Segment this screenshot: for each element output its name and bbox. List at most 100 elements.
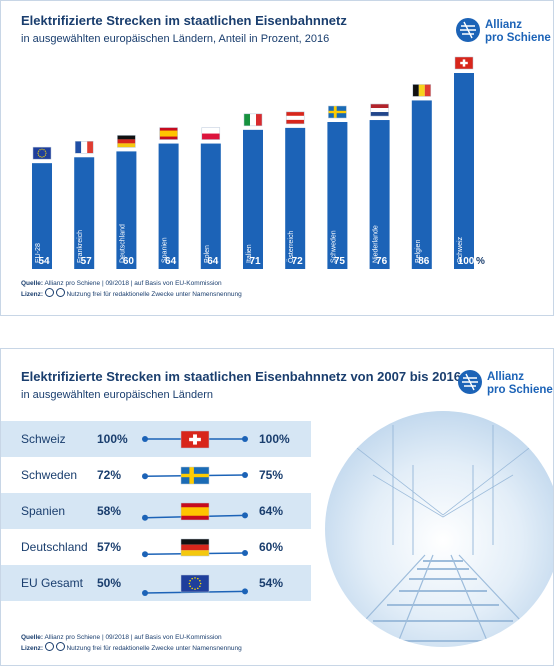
chart1-source-label: Quelle:	[21, 280, 44, 287]
flag-eu-icon	[32, 146, 52, 160]
flag-fr-icon	[74, 141, 94, 154]
flag-se-icon	[328, 105, 347, 119]
category-label: Italien	[246, 244, 253, 263]
value-label: 100	[458, 256, 475, 267]
chart2-license: Nutzung frei für redaktionelle Zwecke un…	[66, 645, 242, 652]
series-name: Deutschland	[21, 540, 88, 554]
value-label: 64	[207, 256, 219, 267]
flag-es-icon	[180, 502, 210, 521]
value-label: 71	[249, 256, 261, 267]
chart2-title: Elektrifizierte Strecken im staatlichen …	[21, 369, 462, 384]
value-2016: 60%	[259, 540, 283, 554]
flag-de-icon	[117, 135, 136, 148]
flag-se-icon	[180, 466, 210, 485]
value-2007: 72%	[97, 468, 121, 482]
cc-icon	[44, 288, 54, 297]
logo-icon	[458, 370, 482, 394]
chart2-source-label: Quelle:	[21, 634, 44, 641]
bar	[369, 120, 390, 269]
point-2007	[142, 590, 148, 596]
category-label: Belgien	[415, 240, 422, 263]
category-label: Niederlande	[373, 225, 380, 263]
flag-ch-icon	[180, 430, 210, 449]
slope-row: Schweden 72% 75%	[1, 457, 311, 493]
railway-illustration	[325, 411, 553, 647]
value-label: 60	[123, 256, 135, 267]
value-2016: 75%	[259, 468, 283, 482]
row-band	[1, 565, 311, 601]
brand-logo: Allianz pro Schiene	[455, 15, 553, 55]
category-label: Schweiz	[457, 236, 464, 263]
point-2016	[242, 588, 248, 595]
value-2007: 100%	[97, 432, 128, 446]
cc-icon	[44, 642, 54, 651]
point-2016	[242, 436, 248, 442]
slope-chart-panel: Elektrifizierte Strecken im staatlichen …	[0, 348, 554, 666]
point-2016	[242, 512, 248, 519]
flag-eu-icon	[180, 574, 210, 593]
flag-pl-icon	[201, 127, 221, 140]
category-label: Polen	[204, 245, 211, 263]
brand-line1: Allianz	[485, 19, 523, 31]
value-label: 57	[81, 256, 93, 267]
chart1-license-label: Lizenz:	[21, 291, 44, 298]
point-2016	[242, 550, 248, 556]
flag-ch-icon	[454, 56, 474, 70]
point-2016	[242, 472, 248, 478]
chart1-source: Allianz pro Schiene | 09/2018 | auf Basi…	[44, 280, 222, 287]
slope-chart: Schweiz 100% 100% Schweden 72% 75% Spanien 58% 6…	[1, 421, 311, 601]
flag-es-icon	[159, 127, 178, 140]
flag-be-icon	[412, 84, 432, 97]
slope-row: Schweiz 100% 100%	[1, 421, 311, 457]
slope-row: Deutschland 57% 60%	[1, 529, 311, 565]
category-label: Schweden	[330, 230, 337, 263]
series-name: Schweden	[21, 468, 77, 482]
brand-line1: Allianz	[487, 371, 525, 383]
chart2-source: Allianz pro Schiene | 09/2018 | auf Basi…	[44, 634, 222, 641]
flag-de-icon	[180, 538, 210, 557]
bar	[116, 151, 137, 269]
point-2007	[142, 514, 148, 521]
point-2007	[142, 473, 148, 480]
value-label: 76	[376, 256, 388, 267]
bar	[200, 143, 221, 269]
category-label: EU-28	[35, 243, 42, 263]
flag-it-icon	[243, 113, 263, 127]
bar	[285, 127, 306, 269]
chart2-footer: Quelle: Allianz pro Schiene | 09/2018 | …	[21, 633, 242, 653]
row-band	[1, 457, 311, 493]
value-2007: 57%	[97, 540, 121, 554]
bar	[327, 122, 348, 269]
percent-sign: %	[476, 256, 485, 267]
series-name: Spanien	[21, 504, 65, 518]
series-name: Schweiz	[21, 432, 66, 446]
value-label: 72	[292, 256, 304, 267]
point-2007	[142, 551, 148, 558]
value-2016: 64%	[259, 504, 283, 518]
category-label: Deutschland	[119, 224, 126, 263]
flag-nl-icon	[370, 103, 389, 117]
bar	[454, 73, 474, 269]
chart1-title: Elektrifizierte Strecken im staatlichen …	[21, 13, 347, 28]
bar-chart-panel: Elektrifizierte Strecken im staatlichen …	[0, 0, 554, 316]
slope-row: Spanien 58% 64%	[1, 493, 311, 529]
brand-line2: pro Schiene	[485, 32, 551, 44]
value-label: 64	[165, 256, 177, 267]
value-2016: 100%	[259, 432, 290, 446]
brand-line2: pro Schiene	[487, 384, 553, 396]
point-2007	[142, 436, 148, 442]
value-label: 54	[38, 256, 50, 267]
bar	[243, 129, 263, 269]
by-icon	[55, 288, 65, 297]
bar	[411, 100, 432, 269]
row-band	[1, 493, 311, 529]
value-2007: 50%	[97, 576, 121, 590]
value-2007: 58%	[97, 504, 121, 518]
category-label: Spanien	[162, 237, 169, 263]
